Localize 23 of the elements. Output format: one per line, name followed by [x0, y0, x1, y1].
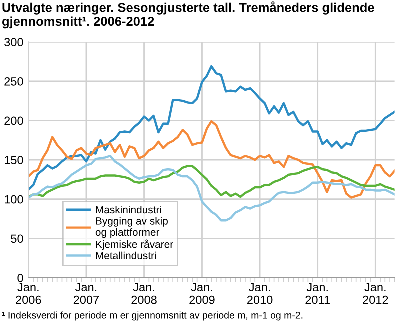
x-tick-label: Jan. 2006: [16, 283, 42, 304]
legend-label: Maskinindustri: [96, 206, 162, 214]
text: ¹ Indeksverdi for periode m er gjennomsnitt av periode m, m-1 og m-2.: [2, 312, 303, 321]
x-tick-label: Jan. 2010: [248, 283, 273, 304]
y-tick-label: 250: [4, 77, 24, 86]
x-tick-label: Jan. 2007: [74, 283, 99, 304]
y-tick-label: 50: [11, 234, 24, 244]
legend-label: Kjemiske råvarer: [96, 240, 174, 250]
x-tick-label: Jan. 2011: [306, 283, 330, 304]
x-tick-label: Jan. 2008: [132, 283, 157, 304]
chart-title: Utvalgte næringer. Sesongjusterte tall. Tremåneders glidende gjennomsnitt¹. 2006-2012: [2, 2, 374, 29]
line-series: [28, 120, 395, 199]
line-series: [28, 65, 395, 192]
y-tick-label: 300: [4, 38, 24, 47]
x-tick-label: Jan. 2009: [190, 283, 215, 304]
y-tick-label: 100: [5, 195, 24, 204]
y-tick-label: 150: [5, 156, 24, 164]
line-series: [28, 165, 395, 198]
legend-label: Metallindustri: [96, 252, 156, 260]
y-tick-label: 0: [18, 274, 24, 282]
y-tick-label: 200: [4, 116, 24, 126]
x-tick-label: Jan. 2012: [363, 283, 388, 304]
legend-label: Bygging av skip og plattformer: [96, 217, 168, 238]
